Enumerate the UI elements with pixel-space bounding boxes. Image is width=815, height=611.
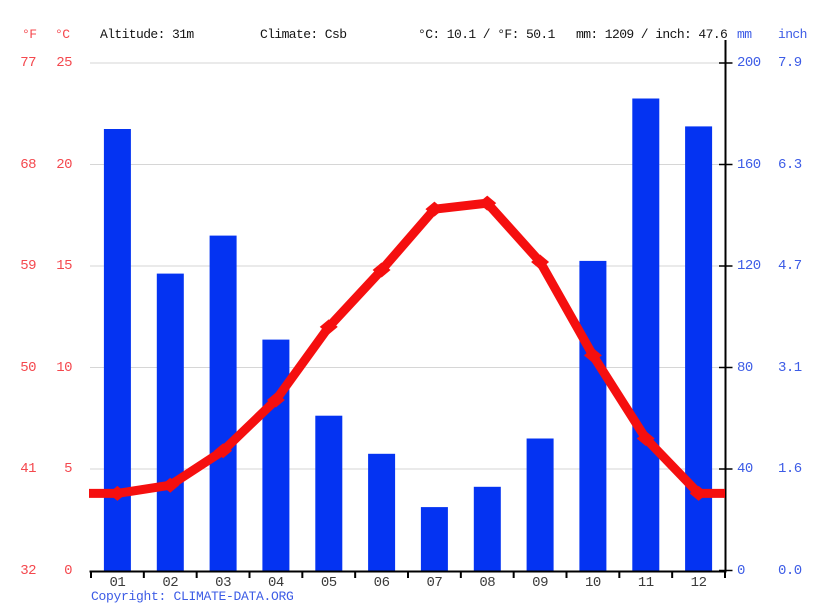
copyright-line: Copyright: CLIMATE-DATA.ORG	[91, 589, 294, 604]
month-label-06: 06	[373, 575, 390, 591]
avg-temperature-label: °C: 10.1 / °F: 50.1	[418, 27, 555, 42]
inch-axis-tick-0.0: 0.0	[778, 562, 802, 579]
temperature-line	[89, 198, 725, 498]
inch-axis-header: inch	[778, 27, 807, 42]
month-label-11: 11	[637, 575, 654, 591]
temp-marker-12	[689, 485, 708, 501]
mm-axis-tick-0: 0	[737, 562, 745, 579]
mm-axis-tick-200: 200	[737, 55, 761, 71]
temp-marker-02	[161, 477, 180, 493]
climate-type-label: Climate: Csb	[260, 27, 347, 42]
temp-marker-09	[531, 254, 550, 270]
altitude-label: Altitude: 31m	[100, 27, 194, 42]
month-label-04: 04	[268, 575, 284, 591]
temp-marker-06	[372, 262, 391, 278]
c-axis-tick-20: 20	[56, 156, 72, 173]
c-axis-tick-0: 0	[64, 562, 72, 579]
gridlines	[90, 62, 725, 470]
precip-bar-01	[103, 129, 131, 571]
inch-axis-tick-4.7: 4.7	[778, 258, 802, 274]
precip-bar-07	[420, 507, 448, 571]
f-axis-tick-50: 50	[20, 359, 36, 376]
precip-bar-03	[209, 235, 237, 571]
celsius-axis-header: °C	[55, 27, 70, 42]
month-label-10: 10	[585, 575, 601, 591]
month-label-01: 01	[109, 575, 126, 591]
inch-axis-tick-3.1: 3.1	[778, 359, 802, 376]
temp-marker-08	[478, 195, 497, 211]
f-axis-tick-41: 41	[20, 461, 36, 477]
c-axis-tick-10: 10	[56, 359, 72, 376]
temp-marker-04	[266, 392, 285, 408]
precip-bar-02	[156, 273, 184, 571]
temp-marker-07	[425, 201, 444, 217]
temp-marker-01	[108, 485, 127, 501]
month-label-12: 12	[690, 575, 707, 591]
f-axis-tick-59: 59	[20, 258, 36, 274]
copyright-link[interactable]: CLIMATE-DATA.ORG	[173, 589, 294, 604]
axes	[89, 40, 733, 578]
temp-marker-03	[214, 443, 233, 459]
month-label-03: 03	[215, 575, 231, 591]
temp-marker-05	[319, 319, 338, 335]
mm-axis-tick-160: 160	[737, 156, 761, 173]
precip-bar-10	[579, 260, 607, 571]
mm-axis-tick-120: 120	[737, 258, 761, 274]
c-axis-tick-5: 5	[64, 461, 72, 477]
month-label-08: 08	[479, 575, 496, 591]
c-axis-tick-15: 15	[56, 258, 72, 274]
total-precip-label: mm: 1209 / inch: 47.6	[576, 27, 728, 42]
precip-bar-08	[473, 486, 501, 571]
inch-axis-tick-7.9: 7.9	[778, 55, 802, 71]
c-axis-tick-25: 25	[56, 55, 72, 71]
precip-bar-05	[315, 415, 343, 571]
precip-bar-04	[262, 339, 290, 571]
copyright-label: Copyright:	[91, 589, 174, 604]
temp-marker-11	[636, 431, 655, 447]
precip-bar-06	[368, 453, 396, 571]
month-label-07: 07	[426, 575, 443, 591]
fahrenheit-axis-header: °F	[22, 27, 37, 42]
mm-axis-header: mm	[737, 27, 752, 42]
f-axis-tick-32: 32	[20, 562, 36, 579]
f-axis-tick-77: 77	[20, 55, 36, 71]
inch-axis-tick-6.3: 6.3	[778, 156, 802, 173]
precip-bar-11	[632, 98, 660, 571]
temp-marker-10	[583, 347, 602, 363]
month-label-02: 02	[162, 575, 179, 591]
inch-axis-tick-1.6: 1.6	[778, 461, 802, 477]
temperature-markers	[108, 195, 708, 501]
month-label-05: 05	[320, 575, 337, 591]
mm-axis-tick-40: 40	[737, 461, 753, 477]
precipitation-bars	[103, 98, 713, 572]
month-label-09: 09	[532, 575, 548, 591]
precip-bar-09	[526, 438, 554, 571]
mm-axis-tick-80: 80	[737, 359, 753, 376]
precip-bar-12	[685, 126, 713, 572]
f-axis-tick-68: 68	[20, 156, 36, 173]
